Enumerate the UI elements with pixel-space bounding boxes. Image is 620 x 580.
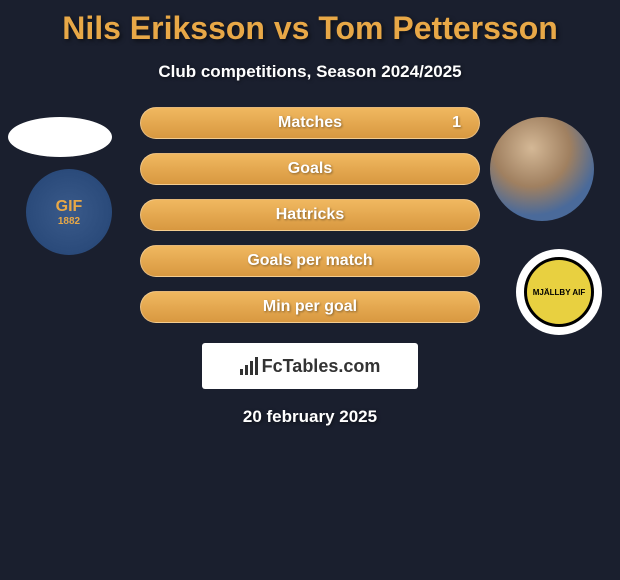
player-left-avatar (8, 117, 112, 157)
stat-label: Hattricks (276, 206, 344, 224)
stats-list: Matches 1 Goals Hattricks Goals per matc… (140, 107, 480, 323)
subtitle: Club competitions, Season 2024/2025 (0, 62, 620, 82)
stat-label: Min per goal (263, 298, 357, 316)
bar-chart-icon (240, 357, 258, 375)
brand-text: FcTables.com (262, 356, 381, 377)
stat-row-goals-per-match: Goals per match (140, 245, 480, 277)
badge-right-inner: MJÄLLBY AIF (524, 257, 594, 327)
stat-value-right: 1 (452, 114, 461, 132)
player-right-club-badge: MJÄLLBY AIF (516, 249, 602, 335)
stat-row-min-per-goal: Min per goal (140, 291, 480, 323)
player-left-club-badge: GIF 1882 (26, 169, 112, 255)
main-container: Nils Eriksson vs Tom Pettersson Club com… (0, 0, 620, 437)
brand-box[interactable]: FcTables.com (202, 343, 418, 389)
player-right-avatar (490, 117, 594, 221)
stat-label: Matches (278, 114, 342, 132)
content-area: GIF 1882 MJÄLLBY AIF Matches 1 Goals Hat… (0, 107, 620, 427)
stat-row-matches: Matches 1 (140, 107, 480, 139)
stat-row-hattricks: Hattricks (140, 199, 480, 231)
stat-label: Goals per match (247, 252, 372, 270)
page-title: Nils Eriksson vs Tom Pettersson (0, 10, 620, 47)
stat-row-goals: Goals (140, 153, 480, 185)
stat-label: Goals (288, 160, 332, 178)
footer-date: 20 february 2025 (0, 407, 620, 427)
badge-left-text-top: GIF (56, 198, 83, 216)
badge-left-text-bottom: 1882 (58, 216, 80, 227)
